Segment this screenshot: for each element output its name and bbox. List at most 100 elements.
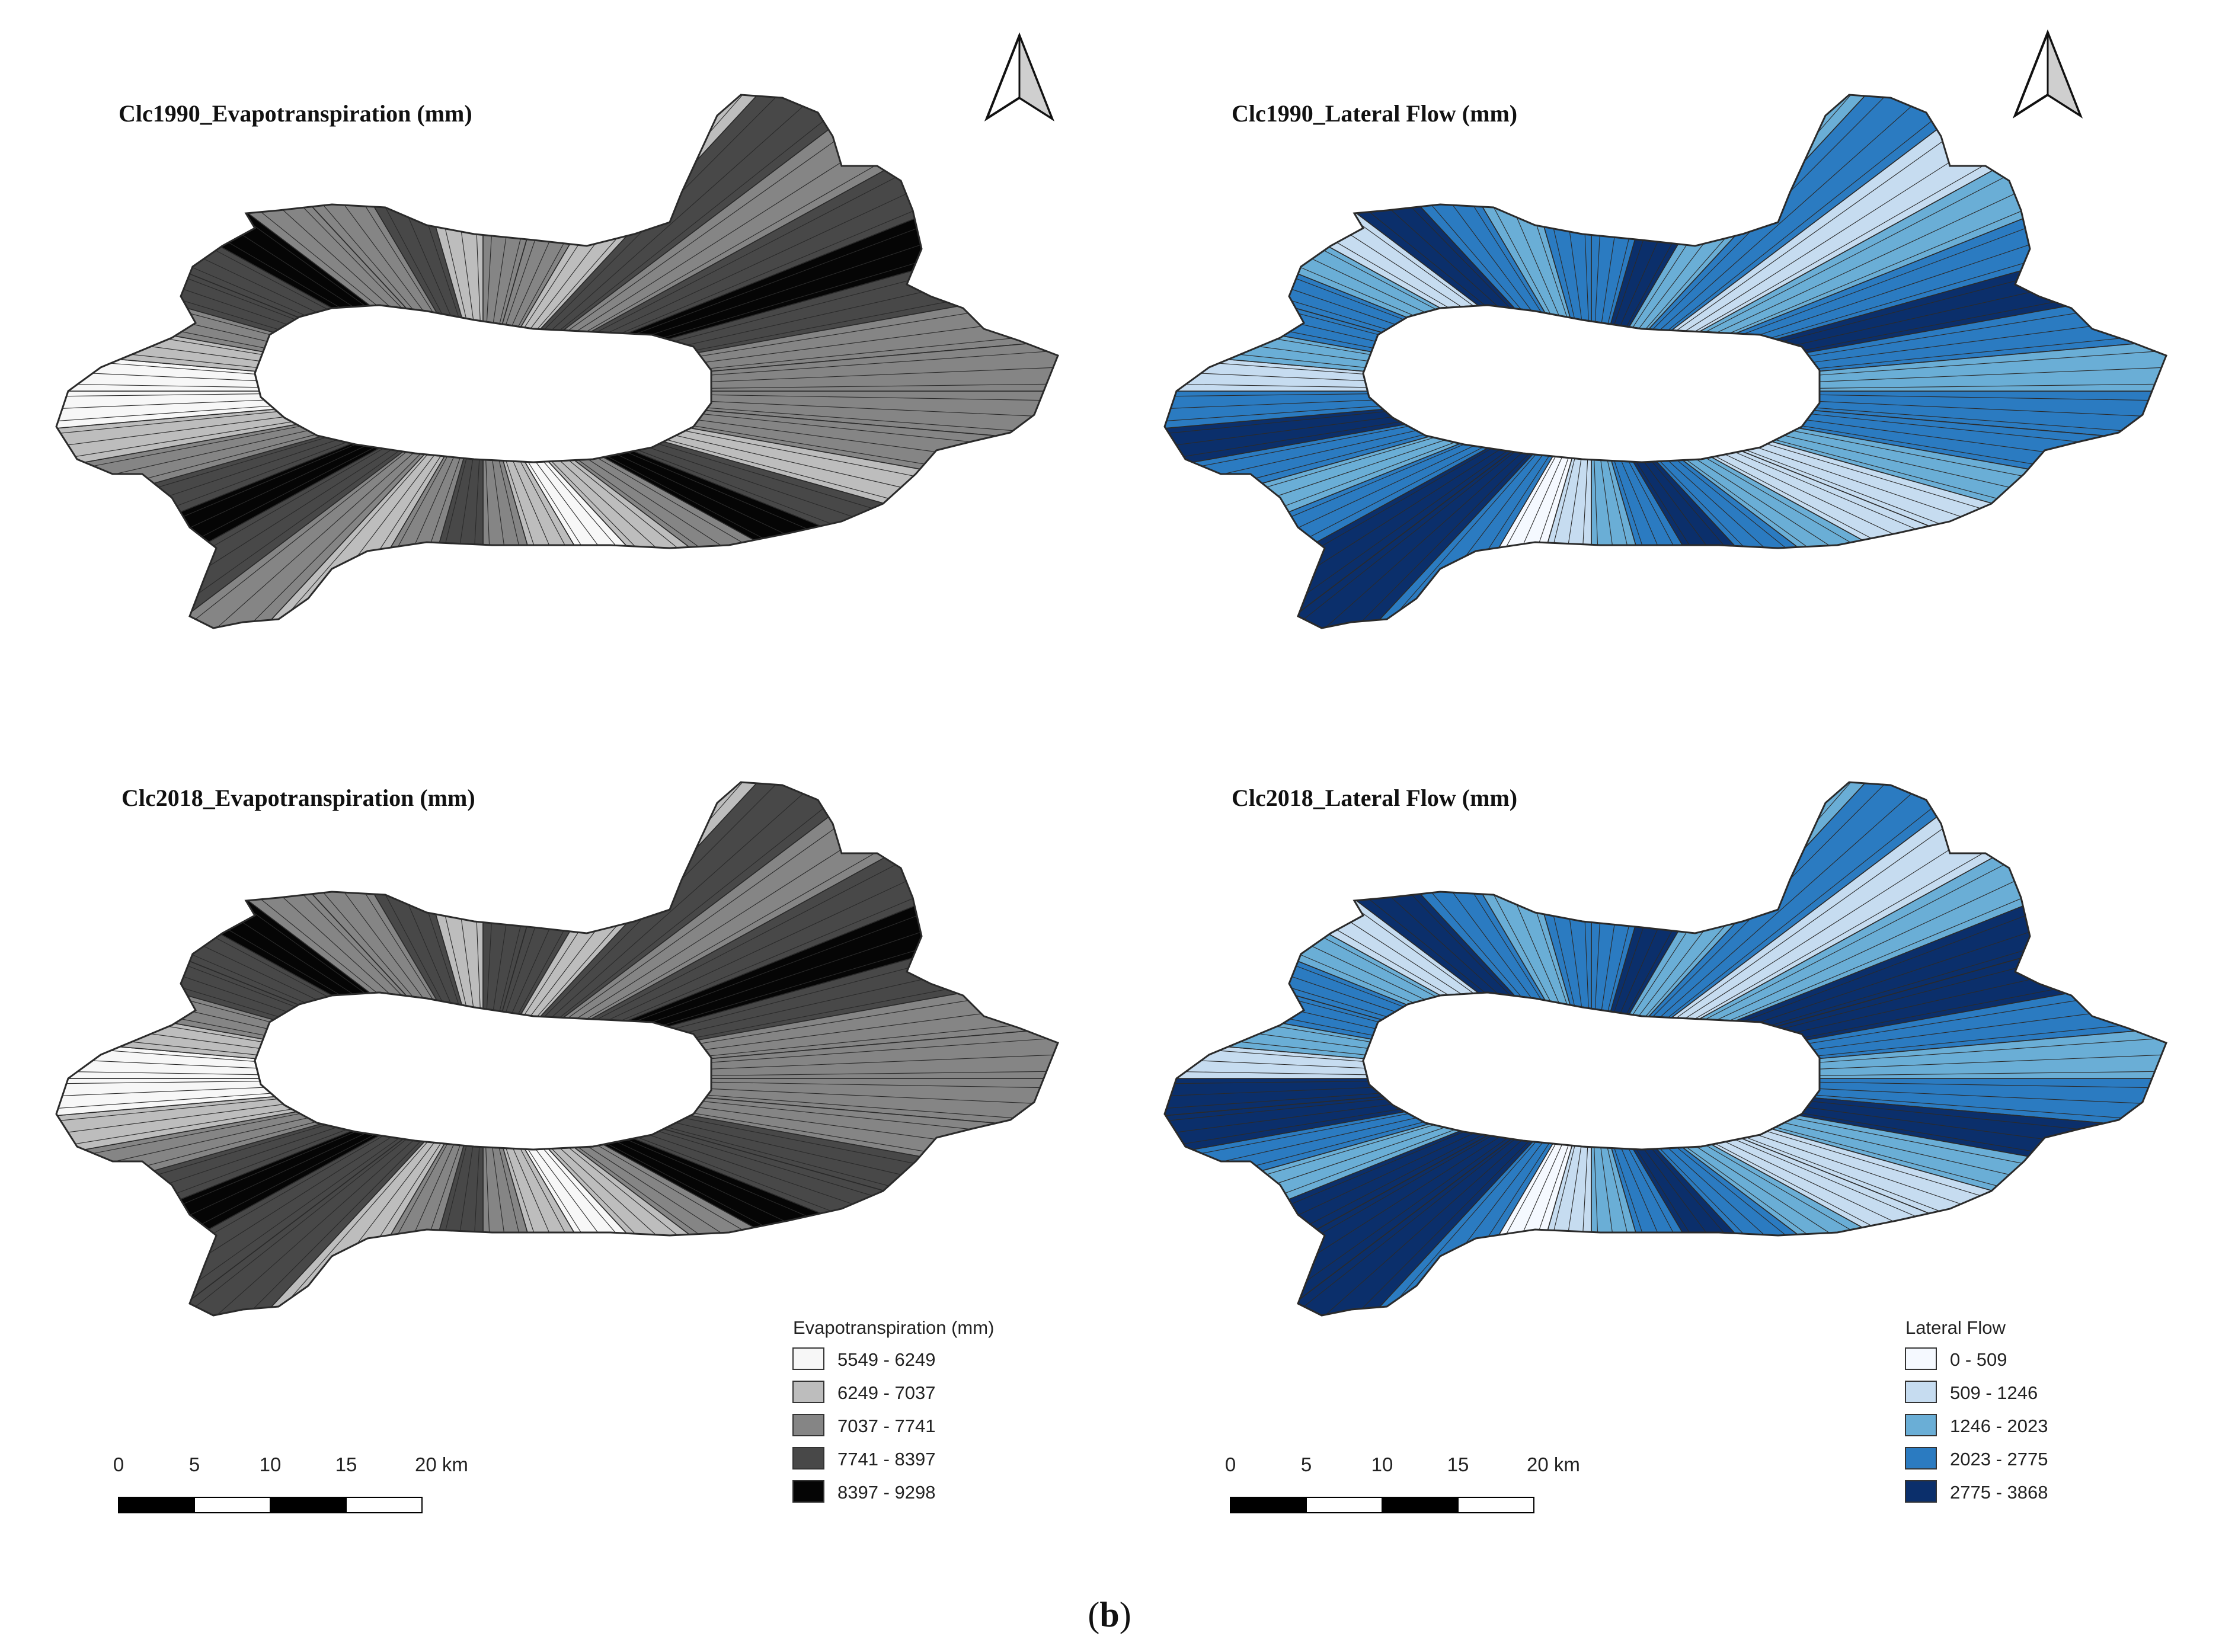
subbasin-boundary	[1165, 404, 1488, 497]
subbasin-boundary	[56, 1094, 381, 1207]
subbasin-boundary	[517, 1134, 757, 1315]
scale-tick-label: 15	[1447, 1453, 1469, 1475]
subbasin-boundary	[1626, 446, 1866, 628]
subbasin-boundary	[1165, 438, 1531, 628]
legend-swatch	[1905, 1414, 1937, 1436]
subbasin-boundary	[1165, 1064, 1485, 1077]
subbasin-boundary	[485, 449, 502, 628]
subbasin-boundary	[539, 95, 920, 342]
legend-swatch	[792, 1447, 824, 1469]
subbasin-boundary	[587, 401, 1058, 476]
scale-bar: 0 5 10 15 20 km	[1225, 1453, 1580, 1513]
caption-letter: b	[1099, 1595, 1119, 1634]
scale-segment	[194, 1497, 271, 1513]
subbasin-boundary	[1479, 1136, 1578, 1315]
subbasin-boundary	[501, 449, 632, 628]
subbasin-boundary	[1566, 1136, 1589, 1315]
scale-segment	[1457, 1497, 1534, 1513]
subbasin-boundary	[1479, 449, 1578, 628]
subbasin-boundary	[1270, 444, 1550, 628]
subbasin-boundary	[571, 133, 1058, 358]
subbasin-boundary	[571, 821, 1058, 1046]
subbasin-boundary	[1679, 821, 2166, 1046]
subbasin-boundary	[1598, 1136, 1654, 1315]
subbasin-boundary	[328, 449, 464, 628]
legend-evapotranspiration: Evapotranspiration (mm) 5549 - 6249 6249 …	[792, 1317, 994, 1503]
subbasin-boundary	[84, 1129, 432, 1315]
legend-label: 8397 - 9298	[837, 1482, 935, 1503]
subbasin-boundary	[1593, 1136, 1610, 1315]
subbasin-boundary	[1620, 447, 1824, 628]
subbasin-boundary	[581, 217, 1058, 370]
subbasin-boundary	[1685, 174, 2166, 364]
subbasin-boundary	[371, 1136, 469, 1315]
scale-tick-label: 0	[1225, 1453, 1236, 1475]
subbasin-boundary	[1652, 95, 2064, 344]
subbasin-boundary	[1523, 1136, 1583, 1315]
lake	[254, 991, 712, 1151]
subbasin-boundary	[286, 447, 458, 628]
subbasin-boundary	[1656, 782, 2099, 1033]
legend-label: 6249 - 7037	[837, 1382, 935, 1403]
subbasin-boundary	[579, 196, 1058, 367]
subbasin-boundary	[1696, 401, 2166, 476]
subbasin-boundary	[577, 862, 1058, 1051]
subbasin-boundary	[1165, 412, 1493, 565]
subbasin-boundary	[56, 1064, 377, 1077]
subbasin-boundary	[1620, 1134, 1824, 1315]
subbasin-boundary	[1165, 1091, 1488, 1184]
caption-open-paren: (	[1088, 1595, 1099, 1634]
subbasin-boundary	[414, 1136, 475, 1315]
legend-swatch	[1905, 1381, 1937, 1403]
subbasin-boundary	[1566, 449, 1589, 628]
subbasin-boundary	[1165, 1100, 1493, 1252]
subbasin-boundary	[56, 407, 381, 520]
map-title: Clc2018_Evapotranspiration (mm)	[121, 785, 475, 811]
scale-tick-label: 10	[260, 1453, 282, 1475]
subbasin-boundary	[1192, 442, 1540, 628]
lake	[1362, 991, 1821, 1151]
map-panel-evap-1990: Clc1990_Evapotranspiration (mm)	[55, 32, 1059, 629]
subbasin-boundary	[1696, 1088, 2166, 1164]
subbasin-boundary	[1437, 449, 1572, 628]
subbasin-boundary	[56, 1126, 423, 1315]
subbasin-boundary	[56, 1082, 377, 1113]
subbasin-boundary	[1165, 1082, 1485, 1113]
subbasin-boundary	[1682, 153, 2166, 361]
subbasin-boundary	[1394, 447, 1566, 628]
subbasin-boundary	[1593, 449, 1610, 628]
subbasin-boundary	[162, 1132, 442, 1315]
legend-swatch	[792, 1347, 824, 1370]
subbasin-boundary	[286, 1135, 458, 1315]
subbasin-boundary	[577, 174, 1058, 364]
subbasin-boundary	[1604, 449, 1697, 628]
subbasin-boundary	[534, 782, 883, 1027]
subbasin-boundary	[56, 440, 427, 628]
subbasin-boundary	[203, 1133, 447, 1315]
caption-close-paren: )	[1120, 1595, 1131, 1634]
subbasin-boundary	[1165, 1085, 1486, 1137]
subbasin-boundary	[1523, 449, 1583, 628]
subbasin-boundary	[507, 1135, 674, 1315]
subbasin-boundary	[583, 240, 1058, 372]
subbasin-boundary	[539, 782, 920, 1029]
scale-tick-label: 0	[113, 1453, 124, 1475]
scale-segment	[1230, 1497, 1307, 1513]
subbasin-boundary	[203, 446, 447, 628]
legend-label: 0 - 509	[1950, 1349, 2007, 1370]
subbasin-boundary	[507, 448, 674, 628]
subbasin-boundary	[1270, 1132, 1550, 1315]
subbasin-boundary	[1687, 883, 2166, 1054]
subbasin-boundary	[579, 883, 1058, 1054]
subbasin-boundary	[1165, 1126, 1531, 1315]
subbasin-boundary	[496, 1136, 589, 1315]
subbasin-boundary	[1165, 410, 1491, 542]
svg-text:(b): (b)	[1088, 1595, 1131, 1634]
scale-tick-label: 20 km	[415, 1453, 468, 1475]
subbasin-boundary	[458, 1136, 481, 1315]
lake	[1362, 304, 1821, 463]
subbasin-boundary	[1598, 449, 1654, 628]
scale-tick-label: 5	[189, 1453, 200, 1475]
subbasin-boundary	[548, 95, 991, 345]
